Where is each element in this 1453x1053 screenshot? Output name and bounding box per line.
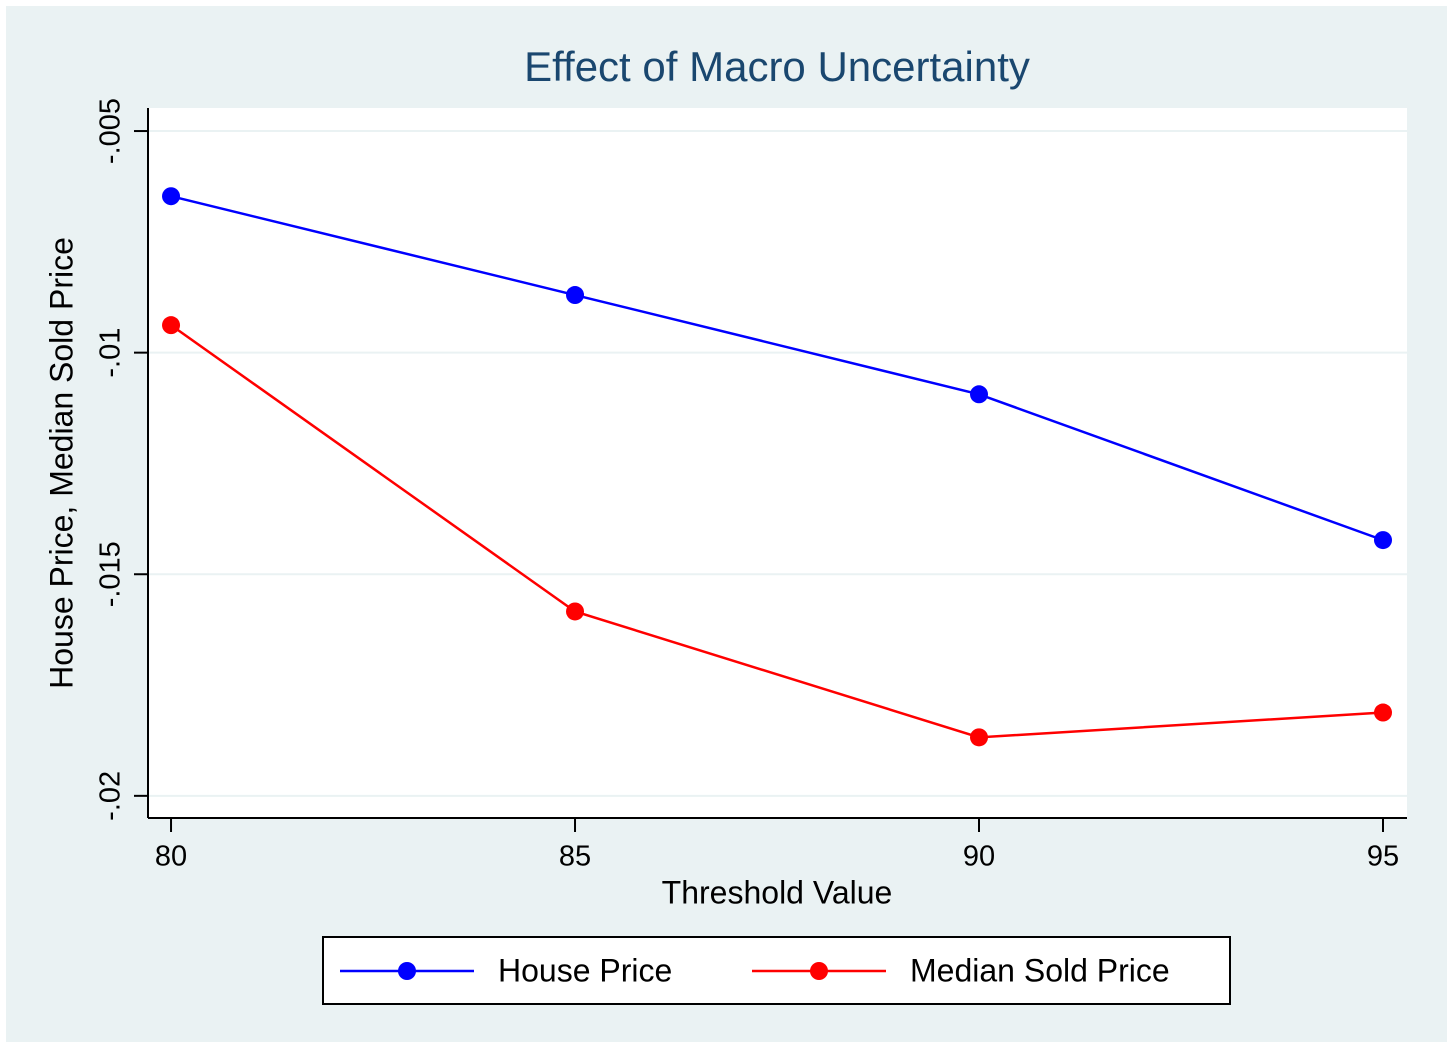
x-tick-label: 90	[963, 841, 995, 873]
data-point	[1374, 703, 1393, 722]
x-tick-label: 85	[559, 841, 591, 873]
x-axis-title: Threshold Value	[662, 874, 893, 910]
y-tick-label: -.02	[95, 771, 127, 821]
series-line	[170, 324, 1384, 739]
x-tick-label: 80	[155, 841, 187, 873]
y-tick-label: -.005	[95, 98, 127, 164]
data-point	[162, 316, 181, 335]
plot-background	[148, 108, 1407, 818]
series-line	[170, 194, 1384, 542]
axes: -.02 -.015 -.01 -.005 80 85 90 95	[95, 98, 1407, 873]
data-point	[566, 286, 585, 305]
legend-marker	[810, 962, 828, 980]
data-point	[970, 385, 989, 404]
data-point	[1374, 531, 1393, 550]
y-axis-title: House Price, Median Sold Price	[43, 237, 79, 689]
series-layer	[162, 187, 1393, 747]
data-point	[162, 187, 181, 206]
y-tick-label: -.01	[95, 328, 127, 378]
data-point	[566, 602, 585, 621]
grid	[148, 130, 1407, 797]
legend-box	[322, 936, 1231, 1005]
legend-label: Median Sold Price	[910, 952, 1170, 988]
y-tick-label: -.015	[95, 541, 127, 607]
legend-label: House Price	[498, 952, 672, 988]
legend: House Price Median Sold Price	[340, 952, 1170, 988]
data-point	[970, 728, 989, 747]
chart-title: Effect of Macro Uncertainty	[524, 43, 1030, 90]
legend-marker	[398, 962, 416, 980]
x-tick-label: 95	[1367, 841, 1399, 873]
